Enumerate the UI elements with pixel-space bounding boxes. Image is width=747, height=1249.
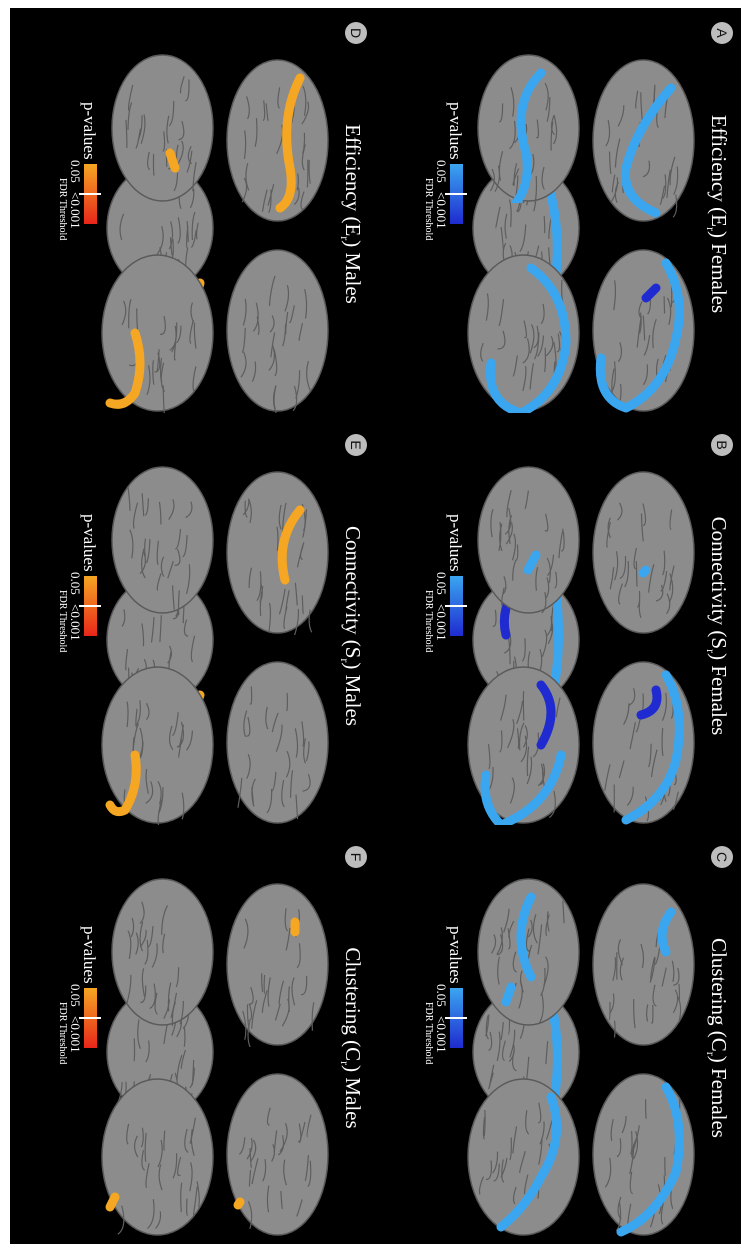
brain-left-lateral xyxy=(105,877,215,1027)
panel-title: Clustering (Cr) Males xyxy=(337,832,365,1244)
legend-high-label: <0.001 xyxy=(67,604,83,641)
legend-title: p-values xyxy=(79,102,99,160)
brain-left-lateral-image xyxy=(110,465,215,615)
panel-b: B Connectivity (Sr) Females p-values 0.05 <0… xyxy=(376,420,741,832)
colorbar-legend: p-values 0.05 <0.001 FDR Threshold xyxy=(35,102,105,242)
brain-left-medial xyxy=(220,58,330,223)
colorbar-legend: p-values 0.05 <0.001 FDR Threshold xyxy=(401,926,471,1066)
brain-right-medial-image xyxy=(225,660,330,825)
brain-right-medial-image xyxy=(591,660,696,825)
brain-left-lateral-image xyxy=(110,53,215,203)
significant-region xyxy=(170,153,175,168)
colorbar-legend: p-values 0.05 <0.001 FDR Threshold xyxy=(401,102,471,242)
panel-f: F Clustering (Cr) Males p-values 0.05 <0.001… xyxy=(10,832,375,1244)
brain-left-medial-image xyxy=(225,470,330,635)
brain-right-lateral xyxy=(95,665,215,825)
brain-left-lateral-image xyxy=(476,53,581,203)
brain-right-lateral-image xyxy=(466,665,581,825)
brain-left-lateral xyxy=(105,465,215,615)
panel-d: D Efficiency (Er) Males p-values 0.05 <0.001… xyxy=(10,8,375,420)
legend-low-label: 0.05 xyxy=(433,984,449,1007)
panel-title: Efficiency (Er) Females xyxy=(703,8,731,420)
brain-left-lateral xyxy=(471,53,581,203)
legend-threshold-label: FDR Threshold xyxy=(57,178,68,240)
brain-right-lateral xyxy=(95,253,215,413)
significant-region xyxy=(110,1197,115,1207)
legend-high-label: <0.001 xyxy=(67,1016,83,1053)
brain-left-medial xyxy=(586,882,696,1047)
panel-title: Efficiency (Er) Males xyxy=(337,8,365,420)
brain-left-lateral xyxy=(471,465,581,615)
panel-c: C Clustering (Cr) Females p-values 0.05 <0.0… xyxy=(376,832,741,1244)
significant-region xyxy=(643,570,646,573)
brain-left-lateral-image xyxy=(110,877,215,1027)
legend-low-label: 0.05 xyxy=(433,160,449,183)
colorbar-legend: p-values 0.05 <0.001 FDR Threshold xyxy=(401,514,471,654)
brain-right-medial-image xyxy=(591,248,696,413)
brain-right-medial xyxy=(586,660,696,825)
legend-title: p-values xyxy=(445,102,465,160)
brain-left-lateral xyxy=(105,53,215,203)
panel-e: E Connectivity (Sr) Males p-values 0.05 <0.0… xyxy=(10,420,375,832)
legend-title: p-values xyxy=(445,926,465,984)
legend-low-label: 0.05 xyxy=(67,160,83,183)
brain-right-lateral-image xyxy=(466,253,581,413)
brain-right-medial-image xyxy=(591,1072,696,1237)
legend-threshold-label: FDR Threshold xyxy=(423,590,434,652)
panel-title: Clustering (Cr) Females xyxy=(703,832,731,1244)
legend-low-label: 0.05 xyxy=(67,984,83,1007)
brain-right-medial xyxy=(220,660,330,825)
panel-title: Connectivity (Sr) Males xyxy=(337,420,365,832)
brain-left-lateral xyxy=(471,877,581,1027)
brain-right-lateral-image xyxy=(466,1077,581,1237)
brain-right-medial xyxy=(220,1072,330,1237)
brain-right-lateral xyxy=(95,1077,215,1237)
panel-a: A Efficiency (Er) Females p-values 0.05 <0.0… xyxy=(376,8,741,420)
legend-threshold-label: FDR Threshold xyxy=(57,590,68,652)
brain-left-medial-image xyxy=(591,882,696,1047)
brain-left-medial-image xyxy=(225,882,330,1047)
brain-right-lateral xyxy=(461,665,581,825)
brain-left-medial-image xyxy=(591,470,696,635)
significant-region xyxy=(506,987,511,1002)
brain-right-medial xyxy=(586,1072,696,1237)
legend-title: p-values xyxy=(79,514,99,572)
legend-threshold-label: FDR Threshold xyxy=(423,1002,434,1064)
brain-left-medial xyxy=(586,58,696,223)
brain-right-medial xyxy=(220,248,330,413)
colorbar-legend: p-values 0.05 <0.001 FDR Threshold xyxy=(35,514,105,654)
significant-region xyxy=(238,1202,240,1205)
brain-left-medial-image xyxy=(225,58,330,223)
brain-right-lateral-image xyxy=(100,665,215,825)
figure-rotated-content: A Efficiency (Er) Females p-values 0.05 <0.0… xyxy=(10,8,741,1244)
legend-high-label: <0.001 xyxy=(67,192,83,229)
brain-left-lateral-image xyxy=(476,877,581,1027)
colorbar-legend: p-values 0.05 <0.001 FDR Threshold xyxy=(35,926,105,1066)
legend-low-label: 0.05 xyxy=(433,572,449,595)
brain-right-lateral xyxy=(461,253,581,413)
brain-right-medial xyxy=(586,248,696,413)
brain-left-medial xyxy=(586,470,696,635)
brain-right-lateral xyxy=(461,1077,581,1237)
brain-left-medial xyxy=(220,882,330,1047)
brain-right-lateral-image xyxy=(100,1077,215,1237)
brain-left-medial xyxy=(220,470,330,635)
panel-title: Connectivity (Sr) Females xyxy=(703,420,731,832)
brain-right-medial-image xyxy=(225,1072,330,1237)
legend-high-label: <0.001 xyxy=(433,604,449,641)
legend-low-label: 0.05 xyxy=(67,572,83,595)
brain-left-medial-image xyxy=(591,58,696,223)
legend-threshold-label: FDR Threshold xyxy=(423,178,434,240)
brain-right-medial-image xyxy=(225,248,330,413)
legend-title: p-values xyxy=(79,926,99,984)
legend-high-label: <0.001 xyxy=(433,192,449,229)
legend-threshold-label: FDR Threshold xyxy=(57,1002,68,1064)
brain-left-lateral-image xyxy=(476,465,581,615)
figure-canvas: A Efficiency (Er) Females p-values 0.05 <0.0… xyxy=(10,8,741,1244)
legend-high-label: <0.001 xyxy=(433,1016,449,1053)
brain-right-lateral-image xyxy=(100,253,215,413)
legend-title: p-values xyxy=(445,514,465,572)
